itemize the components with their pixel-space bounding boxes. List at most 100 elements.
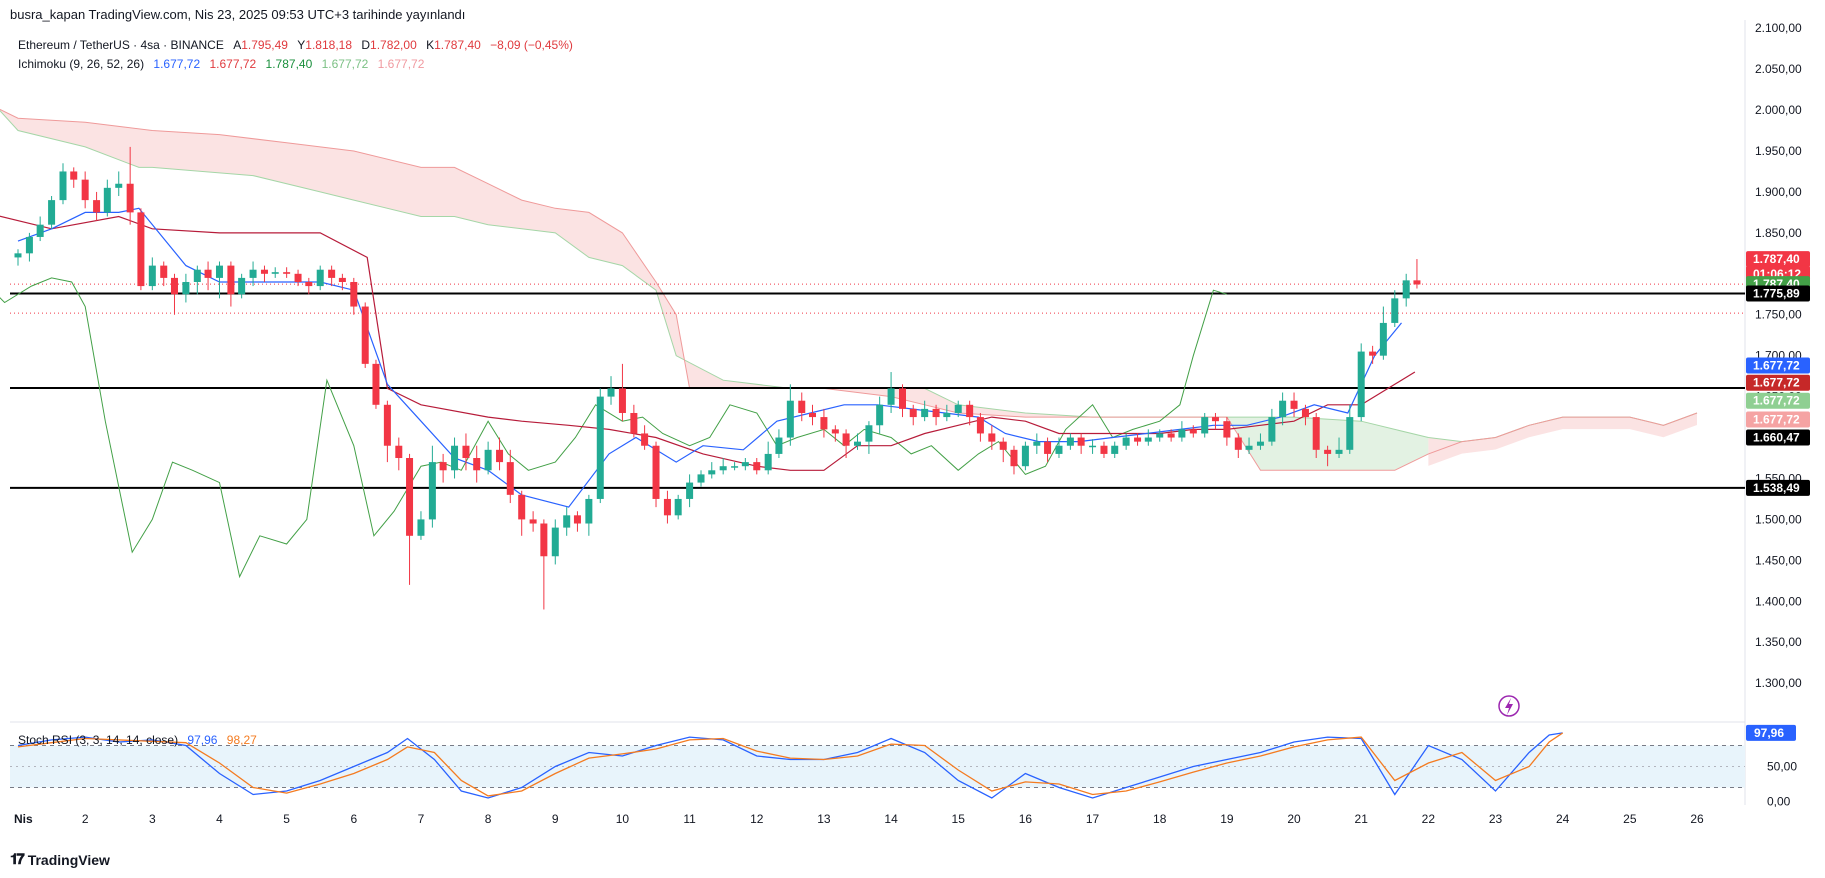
candle: [697, 470, 705, 487]
candle-body: [1201, 417, 1209, 434]
candle-body: [1033, 441, 1041, 446]
price-label-bg: [1746, 285, 1810, 302]
chikou-value: 1.787,40: [265, 57, 313, 71]
x-tick-label: 8: [485, 812, 492, 826]
candle-body: [170, 277, 178, 295]
candle-body: [630, 412, 638, 434]
candle-body: [887, 388, 895, 405]
candle: [193, 265, 201, 295]
x-tick-label: 3: [149, 812, 156, 826]
candle: [775, 429, 783, 459]
candle-body: [1234, 437, 1242, 450]
price-label: 1.775,89: [1746, 285, 1810, 302]
x-tick-label: 22: [1422, 812, 1436, 826]
x-tick-label: 24: [1556, 812, 1570, 826]
candle: [1077, 433, 1085, 454]
candle-body: [1279, 400, 1287, 418]
candle: [48, 196, 56, 229]
candle: [607, 376, 615, 405]
tradingview-logo[interactable]: 𝟏𝟕 TradingView: [10, 851, 110, 868]
candle-body: [1413, 280, 1421, 285]
candle-body: [540, 523, 548, 557]
candle-body: [1044, 441, 1052, 454]
x-tick-label: 11: [683, 812, 696, 826]
candle-body: [988, 433, 996, 442]
price-label: 1.787,40: [1746, 251, 1810, 268]
stoch-current-bg: [1746, 724, 1796, 741]
candle: [428, 445, 436, 528]
high-value: 1.818,18: [305, 38, 353, 52]
candle: [1346, 404, 1354, 454]
candle: [921, 400, 929, 422]
candle-body: [283, 272, 291, 274]
candle: [876, 396, 884, 434]
time-axis: Nis 2 3 4 5 6 7 8 9 10 11 12 13 14 15 16 17 18 19 20 21 22 23 2…: [14, 812, 1704, 826]
candle-body: [1211, 417, 1219, 422]
open-label: A: [233, 38, 242, 52]
alert-icon[interactable]: [1498, 695, 1520, 717]
candle-body: [1167, 433, 1175, 438]
candle-body: [607, 388, 615, 397]
x-tick-label: 14: [884, 812, 898, 826]
candle-body: [943, 412, 951, 418]
candle: [1335, 437, 1343, 459]
candle-body: [697, 474, 705, 483]
x-tick-label: 6: [350, 812, 357, 826]
symbol-legend[interactable]: Ethereum / TetherUS · 4sa · BINANCE A1.7…: [18, 38, 573, 52]
price-label-text: 1.677,72: [1753, 358, 1800, 372]
grid: [10, 20, 1746, 805]
price-label-text: 1.677,72: [1753, 376, 1800, 390]
x-tick-label: 15: [952, 812, 966, 826]
candle: [1134, 433, 1142, 446]
candle: [798, 392, 806, 422]
candle: [361, 302, 369, 368]
candle-body: [1223, 421, 1231, 438]
candle: [1021, 441, 1029, 471]
publish-line: busra_kapan TradingView.com, Nis 23, 202…: [10, 7, 466, 22]
candle: [328, 265, 336, 287]
candle-body: [775, 437, 783, 454]
stoch-k-value: 97,96: [187, 733, 218, 747]
candle: [238, 273, 246, 299]
candle: [1301, 404, 1309, 426]
candle: [551, 519, 559, 565]
stoch-rsi-panel: 50,00 0,00 97,96: [10, 724, 1797, 809]
stoch-rsi-legend[interactable]: Stoch RSI (3, 3, 14, 14, close) 97,96 98…: [18, 733, 257, 747]
price-label: 1.677,72: [1746, 357, 1810, 374]
candle: [506, 449, 514, 504]
candle-body: [1391, 298, 1399, 323]
y-tick-label: 2.100,00: [1755, 21, 1802, 35]
candles: [14, 146, 1421, 610]
candle: [1044, 437, 1052, 463]
candle: [1089, 439, 1097, 454]
candle-body: [1402, 280, 1410, 299]
candle: [966, 400, 974, 426]
candle: [115, 171, 123, 197]
candle: [999, 437, 1007, 463]
candle: [529, 511, 537, 532]
candle: [1178, 421, 1186, 442]
cloud-bearish: [0, 109, 1227, 418]
y-tick-label: 1.950,00: [1755, 144, 1802, 158]
candle-body: [741, 462, 749, 467]
x-tick-label: 21: [1355, 812, 1369, 826]
x-tick-label: 7: [418, 812, 425, 826]
candle-body: [809, 412, 817, 418]
candle-body: [182, 281, 190, 295]
candle-body: [249, 269, 257, 278]
price-labels: 1.787,4001:06:121.787,401.775,891.677,72…: [1746, 251, 1810, 496]
candle-body: [506, 462, 514, 495]
x-tick-label: 26: [1690, 812, 1704, 826]
candle-body: [674, 498, 682, 516]
candle: [283, 267, 291, 278]
candle-body: [227, 265, 235, 295]
candle: [1312, 412, 1320, 459]
close-label: K: [426, 38, 435, 52]
candle: [1010, 445, 1018, 475]
ichimoku-legend[interactable]: Ichimoku (9, 26, 52, 26) 1.677,72 1.677,…: [18, 57, 424, 71]
y-tick-label: 1.350,00: [1755, 635, 1802, 649]
candle: [1122, 433, 1130, 450]
candle: [618, 363, 626, 422]
candle-body: [966, 404, 974, 418]
x-tick-label: 9: [552, 812, 559, 826]
